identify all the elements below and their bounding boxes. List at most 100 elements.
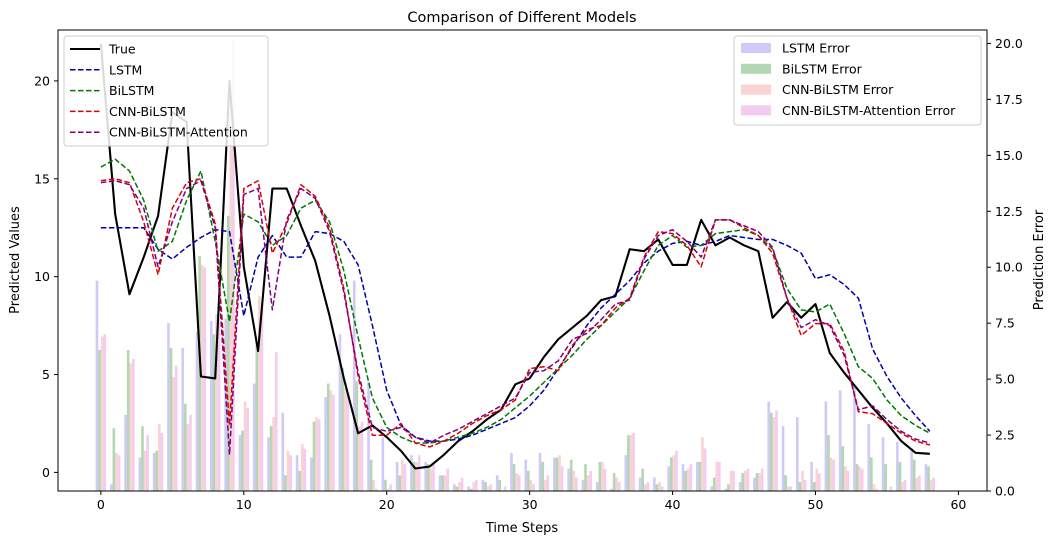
error-bar-3-44 [729, 470, 733, 491]
error-bar-4-55 [889, 486, 893, 491]
y-tick-label-3: 15 [34, 171, 50, 186]
error-bar-3-18 [358, 426, 361, 491]
error-bar-4-42 [703, 448, 707, 491]
error-bar-1-13 [281, 412, 285, 491]
error-bar-4-37 [632, 432, 635, 491]
error-bar-1-34 [581, 479, 585, 491]
error-bar-4-56 [903, 479, 907, 491]
error-bar-2-8 [212, 334, 216, 491]
error-bar-1-5 [167, 323, 170, 491]
error-bar-1-41 [681, 464, 685, 491]
error-bar-3-35 [601, 461, 604, 491]
error-bar-4-41 [689, 464, 693, 491]
error-bar-4-28 [503, 486, 507, 491]
error-bar-1-46 [753, 477, 756, 491]
error-bar-1-24 [438, 475, 442, 491]
legend-error-swatch-2 [741, 63, 771, 74]
error-bar-1-55 [881, 437, 885, 491]
x-tick-label-4: 40 [665, 497, 681, 512]
error-bar-2-33 [569, 459, 573, 491]
error-bar-3-48 [786, 486, 790, 491]
error-bar-1-1 [109, 484, 113, 491]
error-bar-2-21 [398, 475, 402, 491]
error-bar-3-19 [372, 479, 376, 491]
error-bar-1-56 [896, 441, 899, 491]
error-bar-3-16 [329, 390, 333, 491]
error-bar-3-30 [529, 479, 533, 491]
axes: 0 10 20 30 40 50 60 0 5 10 15 20 0.0 2.5 5.0 7.5 10.0 12.… [34, 36, 1023, 512]
error-bar-4-32 [560, 466, 564, 491]
error-bar-3-49 [801, 470, 804, 491]
y2-tick-label-4: 10.0 [995, 260, 1023, 275]
legend-errors-box [733, 35, 982, 126]
legend-errors: LSTM Error BiLSTM Error CNN-BiLSTM Error CN… [733, 35, 982, 126]
y2-tick-label-6: 15.0 [995, 148, 1023, 163]
error-bar-2-51 [827, 435, 830, 491]
error-bar-2-44 [727, 484, 730, 491]
error-bar-1-12 [267, 437, 270, 491]
error-bar-2-43 [712, 477, 716, 491]
error-bar-1-51 [824, 401, 828, 491]
error-bar-4-16 [332, 394, 335, 491]
error-bar-2-34 [584, 464, 587, 491]
error-bar-4-52 [846, 470, 850, 491]
error-bar-4-19 [375, 488, 378, 491]
error-bar-2-26 [469, 488, 473, 491]
error-bar-1-48 [781, 426, 785, 491]
error-bar-1-2 [124, 414, 127, 491]
error-bar-2-5 [169, 347, 173, 491]
error-bar-1-18 [352, 280, 356, 491]
error-bar-1-27 [481, 479, 485, 491]
error-bar-2-11 [255, 343, 259, 491]
error-bar-4-23 [432, 464, 435, 491]
error-bar-3-33 [572, 470, 576, 491]
error-bar-3-25 [458, 482, 461, 491]
error-bar-2-0 [98, 350, 101, 491]
error-bar-2-28 [498, 479, 502, 491]
error-bar-2-39 [655, 484, 659, 491]
error-bar-2-30 [527, 470, 530, 491]
y2-tick-label-8: 20.0 [995, 36, 1023, 51]
error-bar-1-21 [395, 461, 399, 491]
prediction-lines [99, 43, 931, 470]
error-bar-4-18 [360, 421, 364, 491]
error-bar-4-17 [346, 392, 350, 491]
y2-tick-label-3: 7.5 [995, 316, 1015, 331]
error-bar-1-25 [452, 484, 456, 491]
error-bar-3-43 [715, 461, 719, 491]
error-bar-4-24 [446, 468, 450, 491]
legend-error-swatch-4 [741, 105, 771, 116]
error-bar-4-53 [860, 468, 864, 491]
error-bar-4-49 [803, 479, 807, 491]
error-bar-1-37 [624, 455, 628, 491]
error-bar-2-16 [326, 383, 330, 491]
y-tick-label-4: 20 [34, 73, 50, 88]
error-bar-2-9 [226, 215, 230, 491]
error-bar-2-57 [912, 459, 916, 491]
series-line-3 [100, 158, 931, 444]
error-bar-1-26 [467, 486, 470, 491]
error-bar-4-0 [103, 334, 107, 491]
error-bar-4-20 [389, 484, 392, 491]
error-bar-2-55 [884, 464, 887, 491]
error-bar-4-40 [675, 450, 678, 491]
error-bar-4-39 [660, 486, 664, 491]
error-bar-3-4 [158, 423, 161, 491]
error-bar-4-50 [818, 473, 821, 491]
error-bar-4-27 [489, 484, 492, 491]
error-bar-1-31 [538, 452, 542, 491]
error-bar-3-40 [672, 455, 676, 491]
error-bar-4-45 [746, 468, 750, 491]
error-bar-1-33 [567, 468, 570, 491]
error-bar-2-50 [812, 482, 816, 491]
error-bar-1-17 [338, 334, 342, 491]
error-bar-3-53 [858, 466, 861, 491]
error-bar-2-22 [412, 461, 416, 491]
error-bar-2-52 [841, 446, 845, 491]
error-bar-3-26 [472, 482, 476, 491]
error-bar-1-57 [910, 448, 913, 491]
error-bar-3-45 [744, 470, 747, 491]
error-bar-3-13 [286, 450, 290, 491]
legend-line-label-1: True [108, 42, 136, 57]
error-bar-3-6 [186, 423, 190, 491]
